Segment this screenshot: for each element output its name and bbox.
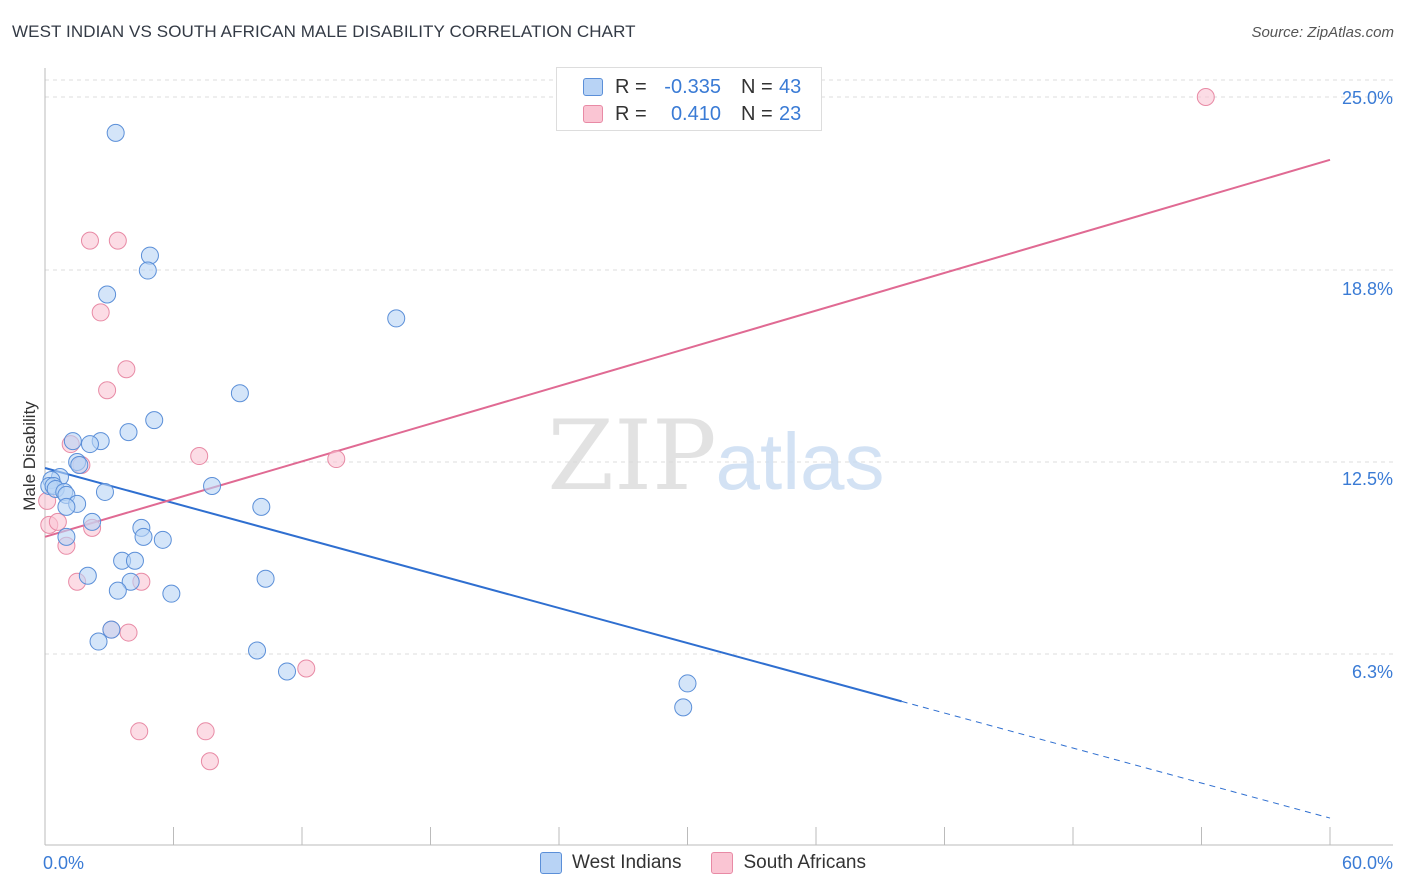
south-africans-point <box>297 659 316 678</box>
west-indians-trend-extension <box>901 700 1331 819</box>
south-africans-point <box>117 360 136 379</box>
west-indians-point <box>106 123 125 142</box>
west-indians-point <box>78 566 97 585</box>
x-tick-label: 60.0% <box>1342 853 1393 873</box>
west-indians-point <box>252 497 271 516</box>
south-africans-point <box>196 722 215 741</box>
south-africans-point <box>98 381 117 400</box>
legend-row-west-indians: R = -0.335 N = 43 <box>583 75 801 99</box>
x-tick-label: 0.0% <box>43 853 84 873</box>
r-label: R = <box>615 75 647 98</box>
west-indians-point <box>95 482 114 501</box>
r-label: R = <box>615 102 647 125</box>
west-indians-point <box>134 527 153 546</box>
y-tick-label: 25.0% <box>1342 88 1393 108</box>
south-africans-point <box>190 447 209 466</box>
source-label: Source: ZipAtlas.com <box>1251 24 1394 41</box>
south-africans-point <box>200 752 219 771</box>
watermark-zip: ZIP <box>547 400 716 512</box>
south-africans-point <box>48 512 67 531</box>
grid-lines <box>45 79 1393 655</box>
watermark: ZIP atlas <box>547 400 884 512</box>
south-africans-swatch <box>711 852 734 874</box>
west-indians-point <box>83 512 102 531</box>
west-indians-point <box>674 698 693 717</box>
west-indians-point <box>162 584 181 603</box>
west-indians-trend-line <box>44 467 902 703</box>
legend-label: South Africans <box>743 852 866 873</box>
west-indians-point <box>98 285 117 304</box>
south-africans-point <box>91 303 110 322</box>
correlation-legend: R = -0.335 N = 43 R = 0.410 N = 23 <box>556 67 822 131</box>
legend-item-south-africans[interactable]: South Africans <box>711 852 866 874</box>
n-value: 23 <box>779 102 802 125</box>
south-africans-swatch <box>583 105 603 123</box>
n-label: N = <box>741 75 773 98</box>
west-indians-swatch <box>583 78 603 96</box>
west-indians-point <box>119 423 138 442</box>
west-indians-point <box>63 432 82 451</box>
tick-labels: 25.0% 18.8% 12.5% 6.3% 0.0% 60.0% <box>43 88 1393 873</box>
west-indians-point <box>57 527 76 546</box>
south-africans-point <box>80 231 99 250</box>
west-indians-swatch <box>539 852 562 874</box>
west-indians-point <box>256 569 275 588</box>
west-indians-point <box>102 620 121 639</box>
west-indians-point <box>203 476 222 495</box>
legend-label: West Indians <box>571 852 682 873</box>
west-indians-point <box>278 662 297 681</box>
trend-lines <box>44 158 1331 819</box>
n-value: 43 <box>779 75 802 98</box>
data-points <box>38 88 1215 771</box>
axes <box>44 68 1393 846</box>
chart-title: WEST INDIAN VS SOUTH AFRICAN MALE DISABI… <box>12 22 636 41</box>
r-value: 0.410 <box>670 102 721 125</box>
y-tick-label: 18.8% <box>1342 279 1393 299</box>
watermark-atlas: atlas <box>716 417 885 506</box>
south-africans-point <box>119 623 138 642</box>
n-label: N = <box>741 102 773 125</box>
west-indians-point <box>57 497 76 516</box>
legend-item-west-indians[interactable]: West Indians <box>539 852 682 874</box>
west-indians-point <box>70 456 89 475</box>
west-indians-point <box>387 309 406 328</box>
west-indians-point <box>145 411 164 430</box>
south-africans-trend-line <box>44 158 1331 538</box>
west-indians-point <box>89 632 108 651</box>
west-indians-point <box>125 551 144 570</box>
y-tick-label: 12.5% <box>1342 469 1393 489</box>
west-indians-point <box>80 435 99 454</box>
south-africans-point <box>130 722 149 741</box>
west-indians-point <box>140 246 159 265</box>
legend-row-south-africans: R = 0.410 N = 23 <box>583 102 801 126</box>
west-indians-point <box>678 674 697 693</box>
south-africans-point <box>327 450 346 469</box>
west-indians-point <box>153 530 172 549</box>
series-legend: West Indians South Africans <box>0 852 1406 874</box>
west-indians-point <box>138 261 157 280</box>
west-indians-point <box>230 384 249 403</box>
south-africans-point <box>1196 88 1215 106</box>
y-tick-label: 6.3% <box>1352 662 1393 682</box>
west-indians-point <box>108 581 127 600</box>
r-value: -0.335 <box>664 75 721 98</box>
west-indians-point <box>248 641 267 660</box>
west-indians-point <box>121 572 140 591</box>
south-africans-point <box>108 231 127 250</box>
